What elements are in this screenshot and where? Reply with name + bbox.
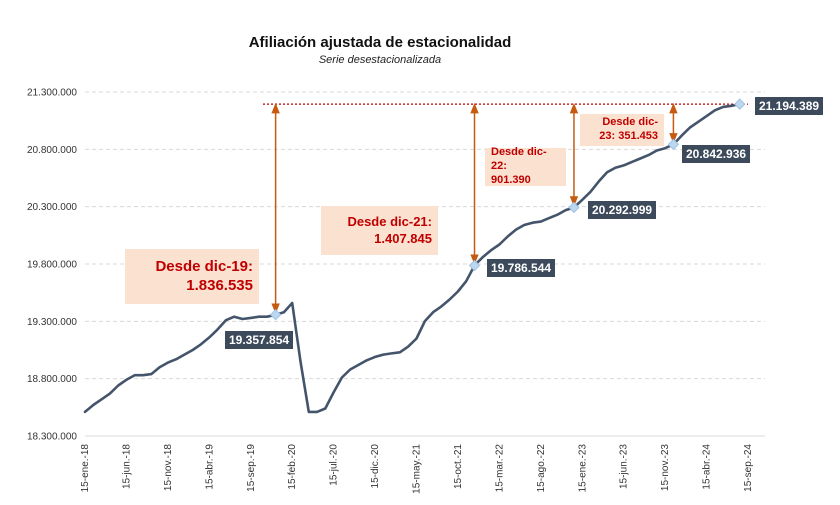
y-tick-label: 20.800.000 xyxy=(27,145,77,156)
x-tick-label: 15-jun.-18 xyxy=(121,444,132,489)
y-tick-label: 18.300.000 xyxy=(27,432,77,443)
x-tick-label: 15-mar.-22 xyxy=(494,444,505,493)
y-tick-label: 18.800.000 xyxy=(27,374,77,385)
x-tick-label: 15-ene.-23 xyxy=(577,444,588,493)
x-tick-label: 15-oct.-21 xyxy=(453,444,464,489)
x-tick-label: 15-nov.-18 xyxy=(163,444,174,492)
x-tick-label: 15-abr.-24 xyxy=(702,444,713,490)
chart-subtitle: Serie desestacionalizada xyxy=(318,54,442,66)
x-tick-label: 15-ago.-22 xyxy=(536,444,547,493)
highlight-point xyxy=(568,201,580,214)
x-tick-label: 15-jun.-23 xyxy=(619,444,630,489)
x-tick-label: 15-nov.-23 xyxy=(660,444,671,492)
x-tick-label: 15-abr.-19 xyxy=(204,444,215,490)
y-tick-label: 19.800.000 xyxy=(27,260,77,271)
x-tick-label: 15-may.-21 xyxy=(412,444,423,494)
value-label-dec-22: 20.292.999 xyxy=(588,201,657,219)
y-tick-label: 19.300.000 xyxy=(27,317,77,328)
x-tick-label: 15-sep.-19 xyxy=(246,444,257,492)
value-label-dec-19: 19.357.854 xyxy=(225,331,294,349)
annotation-since-dec-19: Desde dic-19: 1.836.535 xyxy=(125,249,259,304)
value-label-dec-23: 20.842.936 xyxy=(682,145,751,163)
value-label-dec-21: 19.786.544 xyxy=(487,259,556,277)
value-label-aug-24: 21.194.389 xyxy=(755,97,824,115)
highlight-point xyxy=(269,308,282,321)
x-tick-label: 15-sep.-24 xyxy=(743,444,754,492)
annotation-since-dec-22: Desde dic-22: 901.390 xyxy=(485,146,566,186)
highlight-point xyxy=(667,138,680,151)
y-tick-label: 21.300.000 xyxy=(27,88,77,99)
highlight-point xyxy=(734,98,746,110)
annotation-since-dec-21: Desde dic-21: 1.407.845 xyxy=(321,206,438,255)
annotation-text: Desde dic-22: 901.390 xyxy=(491,146,547,186)
annotation-text: Desde dic-21: 1.407.845 xyxy=(347,214,432,246)
x-tick-label: 15-feb.-20 xyxy=(287,444,298,490)
annotation-text: Desde dic- 23: 351.453 xyxy=(599,116,658,142)
annotation-since-dec-23: Desde dic- 23: 351.453 xyxy=(580,114,664,146)
series-line xyxy=(83,102,741,414)
chart-title: Afiliación ajustada de estacionalidad xyxy=(248,34,512,51)
y-tick-label: 20.300.000 xyxy=(27,202,77,213)
highlight-point xyxy=(468,259,481,272)
x-tick-label: 15-dic.-20 xyxy=(370,444,381,489)
annotation-text: Desde dic-19: 1.836.535 xyxy=(155,257,253,294)
x-tick-label: 15-ene.-18 xyxy=(80,444,91,493)
x-tick-label: 15-jul.-20 xyxy=(329,444,340,486)
